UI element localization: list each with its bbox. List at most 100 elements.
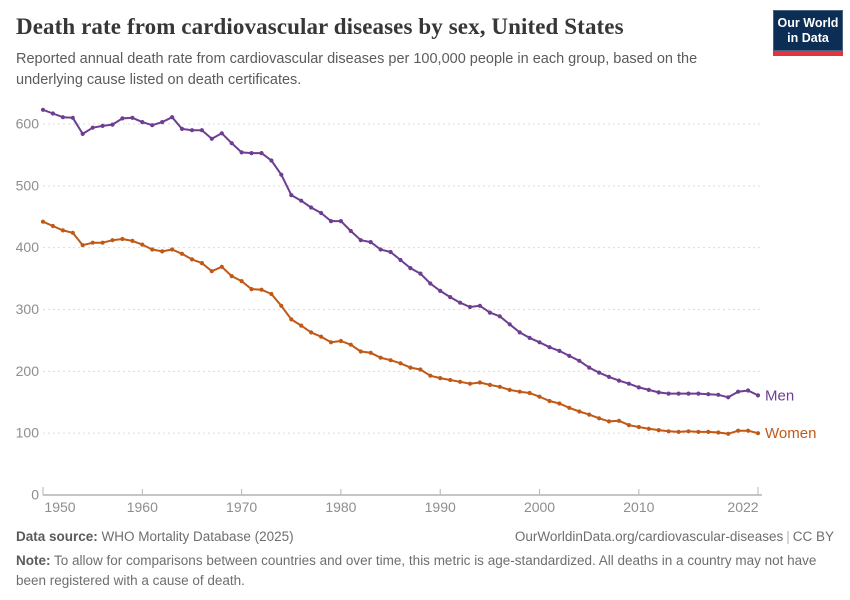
men-point-2016[interactable] [696, 391, 701, 396]
women-point-1965[interactable] [189, 257, 195, 262]
men-point-1983[interactable] [368, 240, 373, 245]
women-point-1984[interactable] [378, 355, 383, 360]
men-point-2000[interactable] [537, 340, 542, 345]
women-point-1954[interactable] [80, 243, 85, 248]
women-point-2009[interactable] [626, 423, 632, 428]
women-point-2015[interactable] [686, 429, 691, 434]
men-point-2001[interactable] [547, 345, 552, 350]
men-point-1974[interactable] [279, 172, 284, 177]
men-point-1990[interactable] [438, 288, 443, 293]
men-point-2005[interactable] [587, 365, 592, 370]
women-point-2010[interactable] [636, 424, 641, 430]
men-point-1951[interactable] [50, 111, 56, 116]
men-point-1952[interactable] [60, 115, 65, 120]
men-point-2003[interactable] [567, 353, 572, 358]
women-point-1961[interactable] [150, 247, 155, 252]
men-point-1954[interactable] [80, 131, 85, 136]
women-point-1996[interactable] [497, 384, 502, 389]
men-point-1991[interactable] [448, 295, 453, 300]
men-point-1986[interactable] [398, 257, 403, 263]
women-point-2016[interactable] [696, 429, 701, 434]
men-point-1981[interactable] [348, 228, 353, 234]
women-point-1974[interactable] [279, 303, 284, 308]
men-point-1960[interactable] [140, 120, 145, 125]
men-point-1969[interactable] [229, 141, 234, 146]
women-point-2020[interactable] [736, 428, 741, 433]
men-point-1973[interactable] [269, 158, 274, 163]
men-point-1982[interactable] [358, 238, 363, 243]
women-point-1955[interactable] [90, 240, 95, 245]
women-point-1968[interactable] [219, 264, 224, 269]
women-point-2004[interactable] [577, 409, 582, 414]
women-point-2011[interactable] [646, 426, 651, 431]
women-point-2014[interactable] [676, 429, 681, 434]
women-point-1992[interactable] [458, 379, 463, 384]
women-point-1960[interactable] [140, 242, 145, 247]
women-line[interactable] [42, 220, 759, 435]
women-point-2019[interactable] [726, 431, 731, 436]
men-point-1964[interactable] [179, 126, 185, 131]
women-point-1951[interactable] [50, 223, 56, 229]
women-point-1962[interactable] [160, 249, 165, 254]
women-point-1997[interactable] [507, 387, 512, 392]
men-point-1995[interactable] [487, 310, 492, 315]
women-series-label[interactable]: Women [765, 425, 816, 442]
women-point-2003[interactable] [567, 405, 572, 410]
women-point-2000[interactable] [537, 394, 542, 399]
men-point-2020[interactable] [736, 389, 741, 394]
men-point-2021[interactable] [746, 388, 751, 393]
men-line[interactable] [42, 108, 759, 399]
men-point-1996[interactable] [497, 314, 502, 319]
women-point-1988[interactable] [418, 367, 423, 372]
women-point-1995[interactable] [487, 382, 492, 387]
women-point-1982[interactable] [358, 349, 363, 354]
men-point-2007[interactable] [606, 374, 612, 379]
women-point-2002[interactable] [557, 401, 562, 406]
women-point-1979[interactable] [328, 340, 334, 345]
men-point-2013[interactable] [666, 391, 671, 396]
women-point-1989[interactable] [428, 373, 433, 378]
men-point-1977[interactable] [309, 205, 314, 210]
men-point-1999[interactable] [527, 335, 532, 340]
women-point-2006[interactable] [597, 416, 602, 421]
women-point-1981[interactable] [348, 342, 353, 347]
men-point-1950[interactable] [40, 107, 46, 112]
men-point-1962[interactable] [160, 120, 165, 125]
men-point-2006[interactable] [597, 370, 602, 375]
men-point-1993[interactable] [467, 304, 473, 310]
women-point-1957[interactable] [110, 238, 115, 243]
men-point-1967[interactable] [209, 136, 214, 141]
women-point-1990[interactable] [438, 376, 443, 381]
women-point-1975[interactable] [289, 317, 294, 322]
women-point-1966[interactable] [199, 261, 204, 266]
men-point-2019[interactable] [726, 395, 731, 400]
men-point-1985[interactable] [388, 249, 393, 255]
men-point-2009[interactable] [626, 381, 632, 386]
men-point-2011[interactable] [646, 387, 651, 392]
men-point-1997[interactable] [507, 322, 512, 327]
women-point-1953[interactable] [70, 230, 75, 235]
men-point-1958[interactable] [120, 116, 125, 121]
men-point-1971[interactable] [249, 151, 254, 156]
women-point-1967[interactable] [209, 269, 214, 274]
men-point-1992[interactable] [458, 300, 463, 305]
men-point-2004[interactable] [577, 358, 582, 363]
women-point-2017[interactable] [706, 429, 711, 434]
men-point-1975[interactable] [289, 193, 294, 198]
women-point-2008[interactable] [616, 418, 622, 423]
women-point-1972[interactable] [259, 287, 264, 292]
women-point-1956[interactable] [100, 240, 105, 245]
women-point-1950[interactable] [40, 219, 46, 224]
men-point-1987[interactable] [408, 266, 413, 271]
owid-link[interactable]: OurWorldinData.org/cardiovascular-diseas… [514, 529, 784, 544]
women-point-1958[interactable] [120, 236, 125, 242]
women-point-1971[interactable] [249, 287, 254, 292]
men-point-1972[interactable] [259, 151, 264, 156]
men-point-1959[interactable] [130, 115, 135, 120]
men-point-2017[interactable] [706, 392, 711, 397]
men-point-1957[interactable] [110, 122, 115, 127]
men-point-1980[interactable] [338, 219, 343, 224]
men-point-1976[interactable] [299, 198, 304, 203]
women-point-1978[interactable] [319, 334, 324, 339]
men-point-2012[interactable] [656, 390, 661, 395]
